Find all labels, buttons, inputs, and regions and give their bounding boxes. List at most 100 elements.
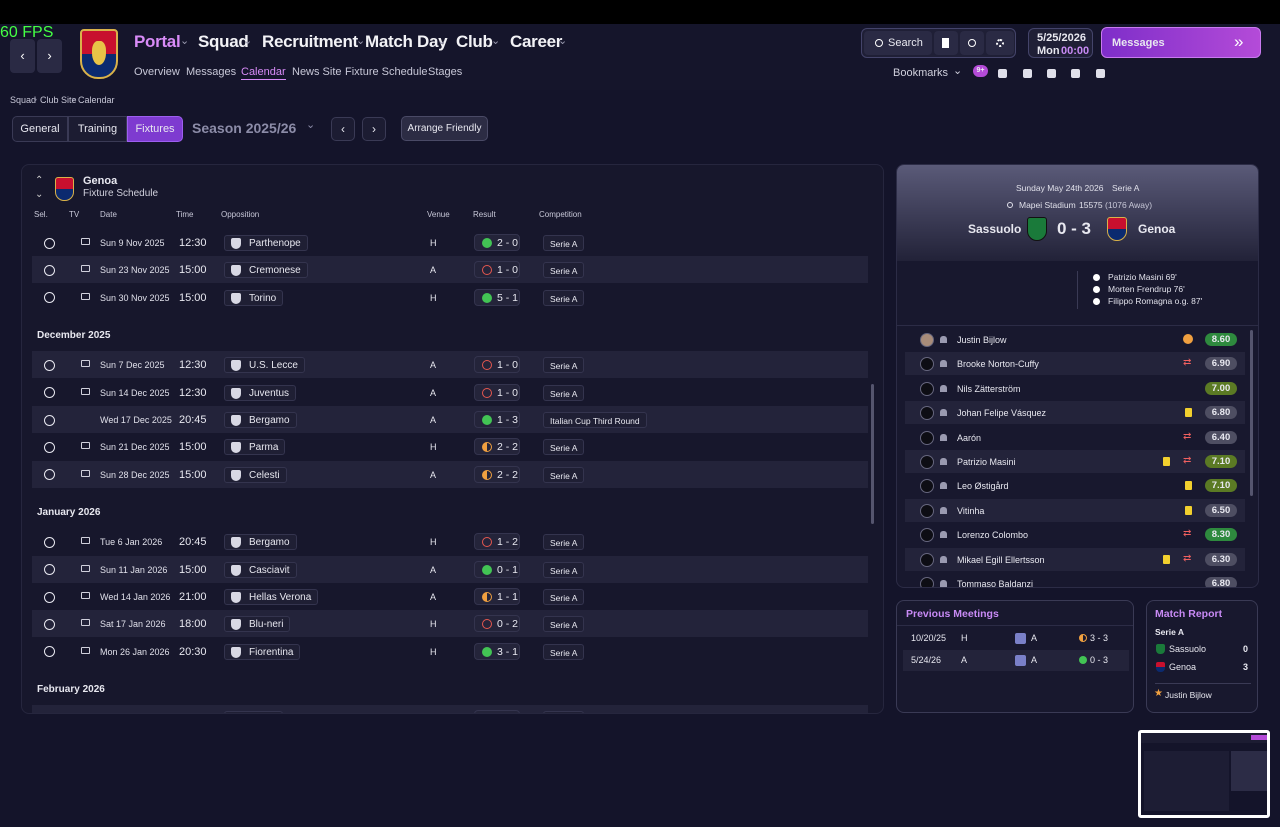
competition-chip[interactable]: Serie A xyxy=(543,235,585,251)
fixture-row[interactable]: Wed 14 Jan 2026 21:00 Hellas Verona A 1 - 1 S… xyxy=(32,583,868,610)
subnav-item[interactable]: Calendar xyxy=(241,66,286,80)
competition-chip[interactable]: Serie A xyxy=(543,589,585,605)
match-report-panel[interactable]: Match Report Serie A Sassuolo 0 Genoa 3 ★ Justi… xyxy=(1146,600,1258,713)
tab[interactable]: General xyxy=(12,116,68,142)
tab[interactable]: Fixtures xyxy=(127,116,183,142)
opposition-chip[interactable]: Hellas Verona xyxy=(224,589,319,605)
nav-item[interactable]: Squad xyxy=(198,32,249,51)
column-header[interactable]: Time xyxy=(176,210,194,219)
fixture-row[interactable]: Sun 23 Nov 2025 15:00 Cremonese A 1 - 0 Serie… xyxy=(32,256,868,284)
back-button[interactable]: ‹ xyxy=(10,39,35,73)
opposition-chip[interactable]: Fiorentina xyxy=(224,643,301,660)
column-header[interactable]: Sel. xyxy=(34,210,48,219)
opposition-chip[interactable]: Bergamo xyxy=(224,534,297,551)
opposition-chip[interactable]: Parma xyxy=(224,439,286,456)
column-header[interactable]: Result xyxy=(473,210,496,219)
competition-chip[interactable]: Serie A xyxy=(543,643,585,660)
competition-chip[interactable]: Serie A xyxy=(543,262,585,279)
nav-item[interactable]: Recruitment xyxy=(262,32,358,51)
competition-chip[interactable]: Serie A xyxy=(543,439,585,456)
subnav-item[interactable]: Stages xyxy=(428,66,463,78)
competition-chip[interactable]: Serie A xyxy=(543,561,585,578)
column-header[interactable]: Competition xyxy=(539,210,582,219)
shortcut-icon[interactable] xyxy=(1071,69,1080,78)
subnav-item[interactable]: Messages xyxy=(186,66,237,78)
result-pill[interactable]: 1 - 2 xyxy=(474,710,520,713)
player-row[interactable]: Lorenzo Colombo ⇄ 8.30 xyxy=(905,523,1245,546)
column-header[interactable]: TV xyxy=(69,210,80,219)
player-row[interactable]: Brooke Norton-Cuffy ⇄ 6.90 xyxy=(905,352,1245,376)
breadcrumb-item[interactable]: Calendar xyxy=(78,95,115,105)
player-row[interactable]: Johan Felipe Vásquez 6.80 xyxy=(905,401,1245,425)
result-pill[interactable]: 3 - 1 xyxy=(474,642,520,660)
competition-chip[interactable]: Italian Cup Third Round xyxy=(543,412,647,428)
fixture-row[interactable]: Sun 11 Jan 2026 15:00 Casciavit A 0 - 1 Serie… xyxy=(32,555,868,583)
fixture-row[interactable]: Sun 7 Dec 2025 12:30 U.S. Lecce A 1 - 0 Serie… xyxy=(32,351,868,379)
player-row[interactable]: Vitinha 6.50 xyxy=(905,498,1245,522)
competition-chip[interactable]: Serie A xyxy=(543,534,585,551)
opposition-chip[interactable]: Blu-neri xyxy=(224,616,291,633)
season-prev[interactable]: ‹ xyxy=(331,117,355,141)
meeting-row[interactable]: 10/20/25 H A 3 - 3 xyxy=(903,628,1129,649)
breadcrumb-item[interactable]: Squad xyxy=(10,95,37,105)
shortcut-icon[interactable] xyxy=(998,69,1007,78)
result-pill[interactable]: 2 - 2 xyxy=(474,438,520,456)
fixture-row[interactable]: Sun 21 Dec 2025 15:00 Parma H 2 - 2 Serie A xyxy=(32,433,868,460)
player-row[interactable]: Justin Bijlow 8.60 xyxy=(905,328,1245,351)
competition-chip[interactable]: Serie A xyxy=(543,357,585,374)
nav-item[interactable]: Career xyxy=(510,32,563,51)
subnav-item[interactable]: Overview xyxy=(134,66,180,78)
result-pill[interactable]: 1 - 0 xyxy=(474,356,520,374)
date-box[interactable]: 5/25/2026 Mon 00:00 xyxy=(1028,28,1093,58)
shortcut-icon[interactable] xyxy=(1047,69,1056,78)
nav-item[interactable]: Club xyxy=(456,32,493,51)
season-selector[interactable]: Season 2025/26 xyxy=(192,120,297,136)
competition-chip[interactable]: Serie A xyxy=(543,384,585,401)
fixture-row[interactable]: Tue 6 Jan 2026 20:45 Bergamo H 1 - 2 Serie A xyxy=(32,528,868,555)
fixture-row[interactable]: Sun 9 Nov 2025 12:30 Parthenope H 2 - 0 Serie… xyxy=(32,229,868,256)
result-pill[interactable]: 1 - 2 xyxy=(474,533,520,551)
competition-chip[interactable]: Serie A xyxy=(543,616,585,633)
result-pill[interactable]: 0 - 2 xyxy=(474,615,520,633)
opposition-chip[interactable]: Celesti xyxy=(224,466,287,483)
fixture-row[interactable]: Mon 26 Jan 2026 20:30 Fiorentina H 3 - 1 Seri… xyxy=(32,638,868,665)
column-header[interactable]: Opposition xyxy=(221,210,260,219)
column-header[interactable]: Venue xyxy=(427,210,450,219)
result-pill[interactable]: 2 - 2 xyxy=(474,465,520,483)
forward-button[interactable]: › xyxy=(37,39,62,73)
opposition-chip[interactable]: Parthenope xyxy=(224,235,308,251)
opposition-chip[interactable]: Juventus xyxy=(224,384,297,401)
result-pill[interactable]: 2 - 0 xyxy=(474,234,520,251)
player-row[interactable]: Tommaso Baldanzi 6.80 xyxy=(905,572,1245,587)
nav-item[interactable]: Portal xyxy=(134,32,181,51)
player-row[interactable]: Patrizio Masini ⇄ 7.10 xyxy=(905,450,1245,473)
result-pill[interactable]: 0 - 1 xyxy=(474,560,520,578)
opposition-chip[interactable]: Torino xyxy=(224,289,284,306)
tab[interactable]: Training xyxy=(68,116,127,142)
fixture-row[interactable]: Sun 30 Nov 2025 15:00 Torino H 5 - 1 Serie A xyxy=(32,284,868,311)
opposition-chip[interactable]: Casciavit xyxy=(224,561,297,578)
shortcut-icon[interactable] xyxy=(1096,69,1105,78)
fixture-row[interactable]: Sat 17 Jan 2026 18:00 Blu-neri H 0 - 2 Serie … xyxy=(32,610,868,638)
player-row[interactable]: Nils Zätterström 7.00 xyxy=(905,377,1245,400)
fixture-row[interactable]: Sun 28 Dec 2025 15:00 Celesti A 2 - 2 Serie A xyxy=(32,460,868,488)
arrange-friendly-button[interactable]: Arrange Friendly xyxy=(401,116,488,141)
notification-badge[interactable]: 9+ xyxy=(973,65,988,77)
result-pill[interactable]: 1 - 3 xyxy=(474,411,520,428)
nav-item[interactable]: Match Day xyxy=(365,32,448,51)
player-row[interactable]: Leo Østigård 7.10 xyxy=(905,474,1245,497)
competition-chip[interactable]: Serie A xyxy=(543,289,585,306)
opposition-chip[interactable]: Bergamo xyxy=(224,412,297,428)
competition-chip[interactable]: Serie A xyxy=(543,466,585,483)
subnav-item[interactable]: Fixture Schedule xyxy=(345,66,428,78)
breadcrumb-item[interactable]: Club Site xyxy=(40,95,77,105)
fixture-row[interactable]: Sun 14 Dec 2025 12:30 Juventus A 1 - 0 Serie … xyxy=(32,379,868,406)
result-pill[interactable]: 1 - 0 xyxy=(474,383,520,401)
opposition-chip[interactable]: Como xyxy=(224,711,283,713)
messages-button[interactable]: Messages » xyxy=(1101,27,1261,58)
opposition-chip[interactable]: Cremonese xyxy=(224,262,308,279)
shortcut-icon[interactable] xyxy=(1023,69,1032,78)
season-next[interactable]: › xyxy=(362,117,386,141)
result-pill[interactable]: 1 - 1 xyxy=(474,588,520,605)
